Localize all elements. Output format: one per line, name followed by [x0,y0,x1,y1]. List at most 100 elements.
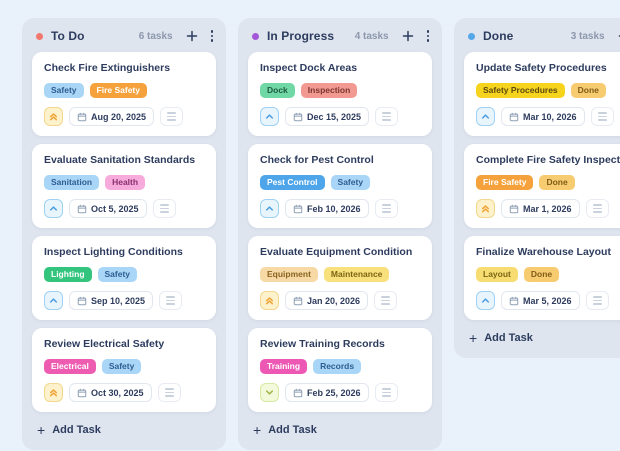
plus-icon: + [37,422,46,438]
chevron-up-icon [481,298,490,303]
due-date-chip: Aug 20, 2025 [69,107,155,126]
tag-row: Sanitation Health [44,175,204,190]
description-indicator-icon [585,199,609,218]
task-card[interactable]: Review Training Records Training Records… [248,328,432,412]
tag-row: Safety Fire Safety [44,83,204,98]
kanban-column-in-progress: In Progress 4 tasks Inspect Dock Areas D… [238,18,442,450]
due-date-chip: Sep 10, 2025 [69,291,154,310]
task-title: Review Electrical Safety [44,338,165,350]
calendar-icon [293,112,303,121]
add-task-label: Add Task [52,424,101,436]
plus-icon [402,30,413,42]
description-indicator-icon [160,107,184,126]
task-tag: Done [570,83,606,98]
add-task-button[interactable]: + Add Task [22,412,115,450]
task-card[interactable]: Evaluate Equipment Condition Equipment M… [248,236,432,320]
tag-row: Equipment Maintenance [260,267,420,282]
task-title: Finalize Warehouse Layout [476,246,611,258]
due-date-chip: Mar 5, 2026 [501,291,580,310]
chevron-up-icon [49,298,58,303]
tag-row: Pest Control Safety [260,175,420,190]
task-card[interactable]: Inspect Dock Areas Dock Inspection Dec 1… [248,52,432,136]
due-date: Mar 10, 2026 [523,111,577,122]
column-header: Done 3 tasks [454,18,620,52]
calendar-icon [77,204,87,213]
task-card[interactable]: Update Safety Procedures Safety Procedur… [464,52,620,136]
task-card[interactable]: Inspect Lighting Conditions Lighting Saf… [32,236,216,320]
task-title: Check Fire Extinguishers [44,62,171,74]
priority-indicator [44,291,63,310]
double-chevron-up-icon [265,297,274,305]
due-date-chip: Feb 25, 2026 [285,383,369,402]
add-card-button[interactable] [402,29,414,43]
column-header: To Do 6 tasks [22,18,226,52]
task-card[interactable]: Check for Pest Control Pest Control Safe… [248,144,432,228]
card-meta-row: Feb 10, 2026 [260,199,420,218]
priority-indicator [260,199,279,218]
priority-indicator [260,383,279,402]
calendar-icon [509,296,519,305]
card-list: Update Safety Procedures Safety Procedur… [454,52,620,320]
due-date: Feb 25, 2026 [307,387,361,398]
chevron-down-icon [265,390,274,395]
due-date: Oct 30, 2025 [91,387,144,398]
description-indicator-icon [590,107,614,126]
due-date: Oct 5, 2025 [91,203,139,214]
priority-indicator [476,199,495,218]
column-menu-button[interactable] [210,29,213,43]
calendar-icon [293,296,303,305]
kebab-menu-icon [210,30,213,42]
task-tag: Dock [260,83,295,98]
kanban-column-done: Done 3 tasks Update Safety Procedures Sa… [454,18,620,358]
due-date: Feb 10, 2026 [307,203,361,214]
kanban-column-todo: To Do 6 tasks Check Fire Extinguishers S… [22,18,226,450]
task-tag: Electrical [44,359,96,374]
chevron-up-icon [265,206,274,211]
add-task-button[interactable]: + Add Task [454,320,547,358]
task-tag: Equipment [260,267,318,282]
task-tag: Inspection [300,83,358,98]
card-meta-row: Feb 25, 2026 [260,383,420,402]
tag-row: Training Records [260,359,420,374]
calendar-icon [77,388,87,397]
tag-row: Layout Done [476,267,620,282]
column-task-count: 6 tasks [138,30,173,42]
priority-indicator [476,107,495,126]
description-indicator-icon [585,291,609,310]
chevron-up-icon [49,206,58,211]
tag-row: Dock Inspection [260,83,420,98]
due-date: Aug 20, 2025 [91,111,147,122]
task-tag: Pest Control [260,175,325,190]
task-card[interactable]: Evaluate Sanitation Standards Sanitation… [32,144,216,228]
task-tag: Safety [101,359,142,374]
task-title: Update Safety Procedures [476,62,607,74]
task-card[interactable]: Complete Fire Safety Inspection Fire Saf… [464,144,620,228]
tag-row: Lighting Safety [44,267,204,282]
priority-indicator [476,291,495,310]
column-menu-button[interactable] [426,29,429,43]
task-card[interactable]: Finalize Warehouse Layout Layout Done Ma… [464,236,620,320]
task-card[interactable]: Review Electrical Safety Electrical Safe… [32,328,216,412]
task-card[interactable]: Check Fire Extinguishers Safety Fire Saf… [32,52,216,136]
due-date-chip: Mar 1, 2026 [501,199,580,218]
task-tag: Maintenance [323,267,390,282]
card-list: Inspect Dock Areas Dock Inspection Dec 1… [238,52,442,412]
card-meta-row: Mar 10, 2026 [476,107,620,126]
calendar-icon [509,112,519,121]
add-task-label: Add Task [484,332,533,344]
tag-row: Safety Procedures Done [476,83,620,98]
card-meta-row: Mar 1, 2026 [476,199,620,218]
add-task-button[interactable]: + Add Task [238,412,331,450]
plus-icon: + [253,422,262,438]
task-tag: Done [523,267,560,282]
add-card-button[interactable] [186,29,198,43]
tag-row: Fire Safety Done [476,175,620,190]
column-status-dot [468,32,475,40]
due-date: Mar 1, 2026 [523,203,572,214]
chevron-up-icon [265,114,274,119]
description-indicator-icon [374,383,398,402]
description-indicator-icon [374,291,398,310]
due-date: Jan 20, 2026 [307,295,361,306]
description-indicator-icon [374,199,398,218]
task-title: Check for Pest Control [260,154,374,166]
